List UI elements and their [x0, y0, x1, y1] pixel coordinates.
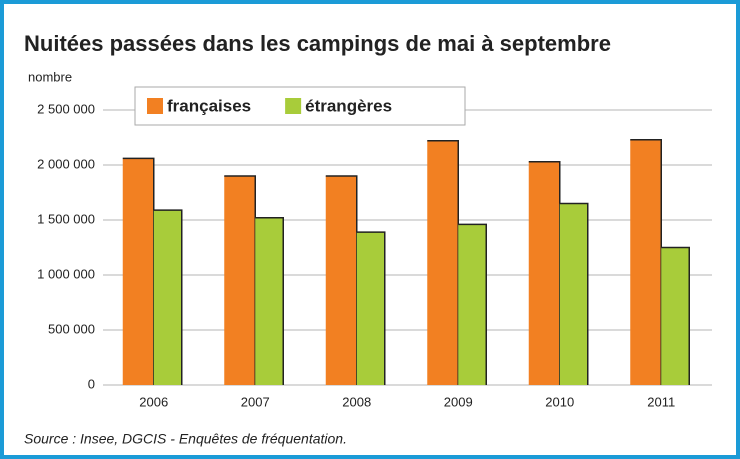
y-tick-label: 1 000 000 — [37, 266, 95, 281]
y-tick-label: 1 500 000 — [37, 211, 95, 226]
bar — [559, 203, 588, 385]
bar-edge — [559, 202, 589, 385]
bar — [630, 139, 662, 385]
y-tick-label: 500 000 — [48, 321, 95, 336]
bar — [224, 176, 256, 385]
y-tick-label: 2 500 000 — [37, 101, 95, 116]
chart-title: Nuitées passées dans les campings de mai… — [24, 31, 611, 56]
bar-edge — [153, 209, 183, 385]
x-tick-label: 2007 — [241, 394, 270, 409]
bar — [661, 247, 690, 385]
legend-swatch — [147, 98, 163, 114]
bar-edge — [661, 246, 690, 385]
y-tick-label: 0 — [88, 376, 95, 391]
x-tick-label: 2010 — [545, 394, 574, 409]
bar — [122, 158, 154, 385]
bar — [325, 176, 357, 385]
x-tick-label: 2011 — [647, 394, 675, 409]
bar — [255, 217, 284, 385]
bar — [458, 224, 487, 385]
y-tick-label: 2 000 000 — [37, 156, 95, 171]
bar — [153, 210, 182, 385]
legend-label: étrangères — [305, 96, 392, 115]
bar — [427, 140, 459, 385]
x-tick-label: 2009 — [444, 394, 473, 409]
bar — [528, 161, 560, 385]
bar — [356, 232, 385, 385]
x-tick-label: 2006 — [139, 394, 168, 409]
source: Source : Insee, DGCIS - Enquêtes de fréq… — [24, 431, 347, 447]
bar-edge — [255, 217, 284, 385]
bar-edge — [356, 231, 386, 385]
legend-swatch — [285, 98, 302, 114]
bar-edge — [458, 223, 487, 385]
x-tick-label: 2008 — [342, 394, 371, 409]
y-axis-label: nombre — [28, 69, 72, 84]
legend-label: françaises — [167, 96, 251, 115]
